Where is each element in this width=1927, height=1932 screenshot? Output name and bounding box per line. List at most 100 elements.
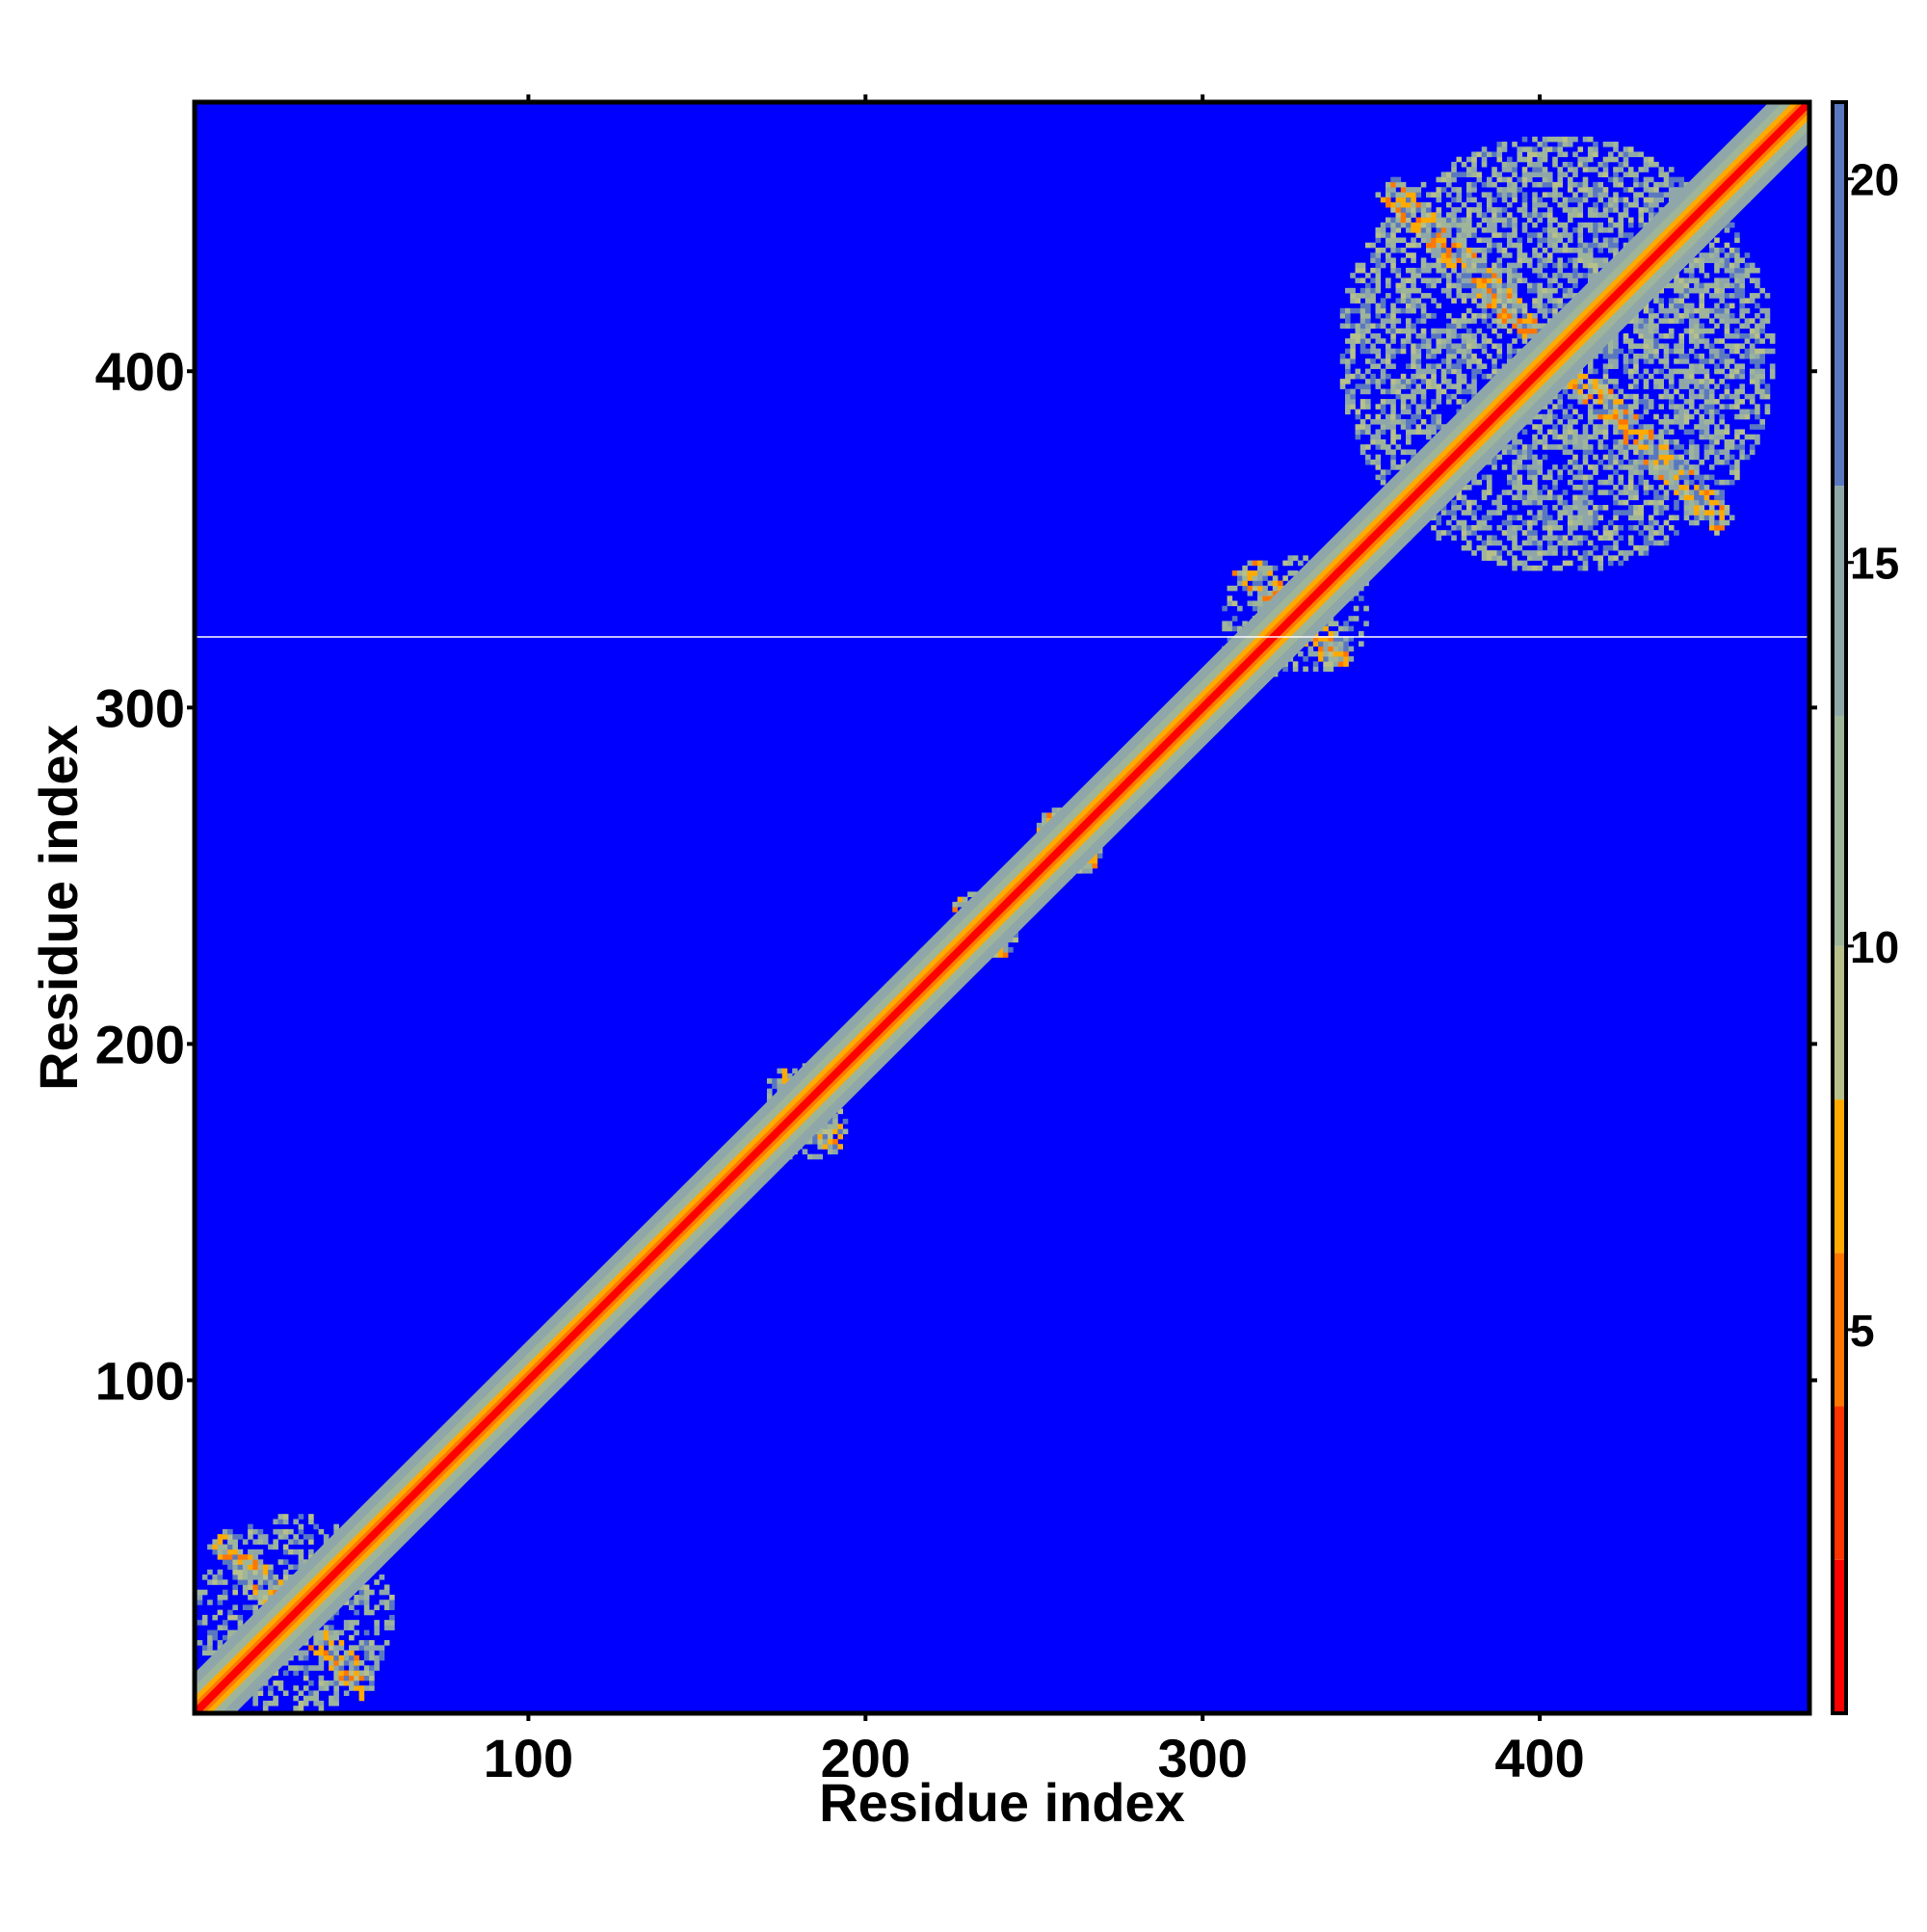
contact-cell bbox=[1648, 343, 1654, 350]
contact-cell bbox=[1481, 544, 1488, 551]
contact-cell bbox=[343, 1675, 350, 1681]
contact-cell bbox=[1542, 303, 1548, 309]
contact-cell bbox=[1465, 318, 1472, 324]
contact-cell bbox=[1002, 952, 1009, 958]
contact-cell bbox=[1411, 287, 1416, 294]
contact-cell bbox=[1411, 278, 1416, 283]
contact-cell bbox=[1267, 565, 1274, 571]
contact-cell bbox=[1653, 338, 1659, 344]
contact-cell bbox=[1002, 941, 1009, 948]
contact-cell bbox=[1552, 464, 1558, 470]
contact-cell bbox=[1542, 172, 1548, 178]
contact-cell bbox=[1486, 227, 1492, 233]
contact-cell bbox=[1252, 585, 1258, 592]
contact-cell bbox=[333, 1609, 339, 1616]
contact-cell bbox=[308, 1690, 314, 1697]
contact-cell bbox=[1456, 257, 1463, 264]
contact-cell bbox=[1471, 278, 1477, 283]
contact-cell bbox=[1365, 388, 1371, 395]
contact-cell bbox=[1400, 201, 1407, 208]
contact-cell bbox=[1546, 515, 1553, 521]
contact-cell bbox=[1491, 212, 1497, 218]
contact-cell bbox=[298, 1654, 304, 1661]
contact-cell bbox=[1512, 555, 1518, 561]
contact-cell bbox=[257, 1539, 264, 1545]
contact-cell bbox=[1587, 363, 1594, 369]
contact-cell bbox=[832, 1119, 838, 1125]
contact-cell bbox=[313, 1695, 319, 1702]
contact-cell bbox=[1425, 434, 1432, 440]
contact-cell bbox=[1506, 156, 1513, 163]
contact-cell bbox=[1648, 444, 1654, 450]
contact-cell bbox=[1562, 242, 1569, 249]
contact-cell bbox=[1542, 418, 1548, 425]
contact-cell bbox=[1567, 449, 1573, 455]
contact-cell bbox=[1602, 363, 1609, 369]
contact-cell bbox=[1607, 418, 1614, 425]
contact-cell bbox=[1627, 343, 1634, 350]
contact-cell bbox=[1375, 282, 1382, 289]
contact-cell bbox=[1406, 409, 1412, 415]
contact-cell bbox=[1542, 519, 1548, 526]
contact-cell bbox=[1365, 298, 1371, 304]
contact-cell bbox=[1699, 515, 1705, 521]
contact-cell bbox=[1572, 429, 1578, 436]
contact-cell bbox=[1375, 237, 1382, 244]
contact-cell bbox=[1456, 217, 1463, 224]
contact-cell bbox=[1380, 197, 1386, 203]
contact-cell bbox=[1572, 418, 1578, 425]
contact-cell bbox=[1390, 438, 1396, 445]
contact-cell bbox=[1359, 293, 1366, 299]
contact-cell bbox=[1359, 343, 1366, 350]
contact-cell bbox=[1643, 464, 1650, 470]
contact-cell bbox=[354, 1665, 359, 1671]
contact-cell bbox=[329, 1660, 334, 1666]
contact-cell bbox=[1471, 343, 1477, 350]
contact-cell bbox=[1491, 267, 1497, 274]
contact-cell bbox=[1532, 192, 1538, 198]
contact-cell bbox=[1688, 338, 1695, 344]
contact-cell bbox=[1395, 201, 1402, 208]
contact-cell bbox=[1607, 201, 1614, 208]
contact-cell bbox=[1623, 156, 1629, 163]
contact-cell bbox=[1613, 192, 1619, 198]
contact-cell bbox=[1395, 318, 1402, 324]
contact-cell bbox=[1445, 192, 1452, 198]
contact-cell bbox=[1694, 485, 1700, 490]
contact-cell bbox=[1668, 429, 1675, 436]
contact-cell bbox=[1577, 227, 1584, 233]
contact-cell bbox=[1420, 418, 1427, 425]
contact-cell bbox=[1572, 227, 1578, 233]
contact-cell bbox=[1406, 338, 1412, 344]
contact-cell bbox=[1386, 353, 1391, 359]
contact-cell bbox=[1076, 867, 1083, 874]
contact-cell bbox=[1496, 540, 1503, 546]
contact-cell bbox=[1486, 273, 1492, 278]
contact-cell bbox=[1420, 207, 1427, 213]
contact-cell bbox=[1552, 247, 1558, 253]
contact-cell bbox=[1406, 434, 1412, 440]
contact-cell bbox=[1272, 585, 1279, 592]
contact-cell bbox=[1577, 438, 1584, 445]
contact-cell bbox=[1431, 328, 1437, 334]
contact-cell bbox=[1436, 343, 1442, 350]
contact-cell bbox=[237, 1569, 244, 1575]
contact-cell bbox=[1512, 313, 1518, 319]
contact-cell bbox=[1365, 404, 1371, 410]
contact-cell bbox=[1517, 262, 1523, 269]
contact-cell bbox=[1557, 262, 1564, 269]
contact-cell bbox=[1390, 222, 1396, 228]
contact-cell bbox=[1231, 600, 1238, 607]
contact-cell bbox=[1445, 328, 1452, 334]
contact-cell bbox=[1501, 449, 1508, 455]
contact-cell bbox=[1532, 434, 1538, 440]
contact-cell bbox=[1567, 515, 1573, 521]
contact-cell bbox=[1577, 379, 1584, 384]
contact-cell bbox=[1512, 338, 1518, 344]
contact-cell bbox=[1400, 282, 1407, 289]
contact-cell bbox=[1440, 379, 1447, 384]
contact-cell bbox=[217, 1569, 224, 1575]
contact-cell bbox=[1557, 393, 1564, 400]
contact-cell bbox=[1587, 413, 1594, 420]
contact-cell bbox=[1431, 413, 1437, 420]
